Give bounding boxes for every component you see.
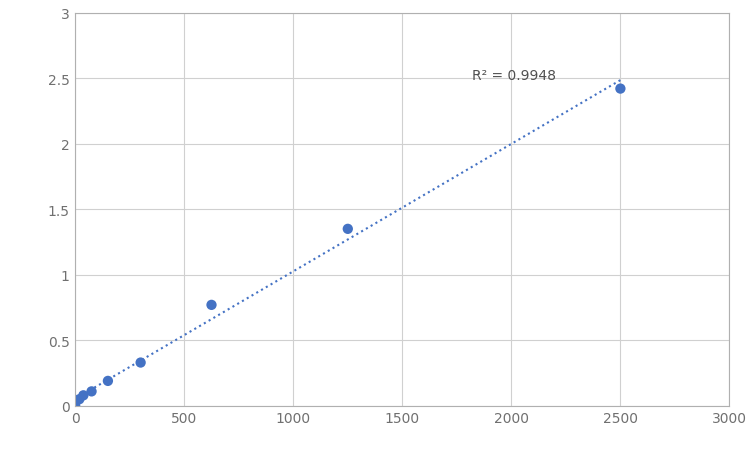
Point: [86, 388, 98, 395]
Point: [614, 86, 626, 93]
Point: [135, 359, 147, 366]
Point: [341, 226, 353, 233]
Point: [77, 392, 89, 399]
Point: [69, 402, 81, 410]
Point: [205, 302, 217, 309]
Point: [73, 396, 85, 403]
Text: R² = 0.9948: R² = 0.9948: [472, 69, 556, 83]
Point: [102, 377, 114, 385]
